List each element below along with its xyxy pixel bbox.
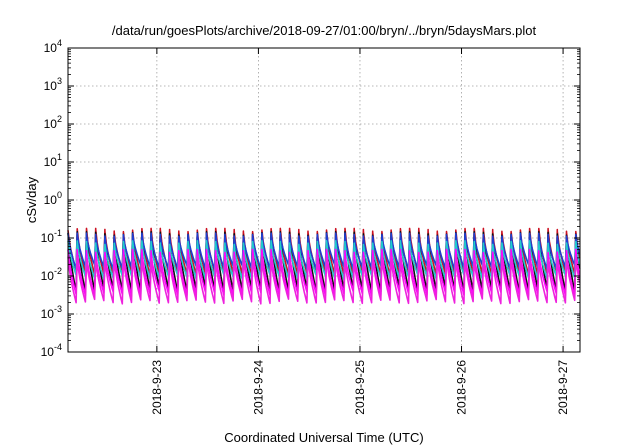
series-line (67, 240, 581, 281)
x-tick-label: 2018-9-26 (455, 360, 469, 415)
y-tick-label: 100 (44, 190, 62, 207)
chart-title: /data/run/goesPlots/archive/2018-09-27/0… (112, 23, 537, 38)
x-tick-label: 2018-9-27 (556, 360, 570, 415)
x-axis-label: Coordinated Universal Time (UTC) (224, 430, 423, 445)
y-tick-label: 104 (44, 38, 62, 55)
series-line (67, 232, 581, 271)
x-tick-label: 2018-9-25 (353, 360, 367, 415)
x-tick-label: 2018-9-23 (150, 360, 164, 415)
y-axis: 10-4 10-3 10-2 10-1 100 101 102 103 104 (41, 38, 580, 359)
y-tick-label: 103 (44, 76, 62, 93)
grid (68, 48, 580, 352)
series-line (67, 255, 581, 305)
x-axis: 2018-9-23 2018-9-24 2018-9-25 2018-9-26 2018… (150, 48, 570, 415)
x-tick-label: 2018-9-24 (251, 360, 265, 415)
y-tick-label: 10-3 (41, 304, 62, 321)
y-axis-label: cSv/day (24, 176, 39, 223)
y-tick-label: 10-4 (41, 342, 62, 359)
series-group (67, 227, 581, 305)
y-tick-label: 10-1 (41, 228, 62, 245)
y-tick-label: 101 (44, 152, 62, 169)
y-tick-label: 10-2 (41, 266, 62, 283)
y-tick-label: 102 (44, 114, 62, 131)
